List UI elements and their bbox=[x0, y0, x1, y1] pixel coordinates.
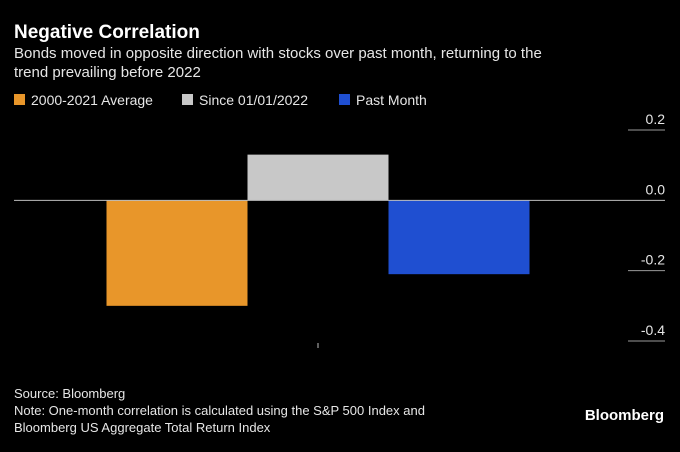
bar bbox=[388, 200, 530, 275]
legend-swatch bbox=[14, 94, 25, 105]
y-tick-label: -0.2 bbox=[641, 252, 665, 268]
y-tick-label: 0.2 bbox=[646, 111, 666, 127]
y-tick-label: -0.4 bbox=[641, 322, 665, 338]
brand: Bloomberg bbox=[585, 407, 664, 424]
subtitle-line: Bonds moved in opposite direction with s… bbox=[14, 45, 542, 62]
legend-label: Since 01/01/2022 bbox=[199, 92, 308, 108]
chart-title: Negative Correlation bbox=[14, 22, 200, 43]
legend-swatch bbox=[182, 94, 193, 105]
y-tick-label: 0.0 bbox=[646, 181, 666, 197]
bar bbox=[247, 154, 389, 201]
legend-label: Past Month bbox=[356, 92, 427, 108]
subtitle-line: trend prevailing before 2022 bbox=[14, 64, 201, 81]
legend-swatch bbox=[339, 94, 350, 105]
source: Source: Bloomberg bbox=[14, 386, 125, 401]
note-line: Bloomberg US Aggregate Total Return Inde… bbox=[14, 420, 271, 435]
bar bbox=[106, 200, 248, 306]
legend-label: 2000-2021 Average bbox=[31, 92, 153, 108]
note-line: Note: One-month correlation is calculate… bbox=[14, 403, 425, 418]
